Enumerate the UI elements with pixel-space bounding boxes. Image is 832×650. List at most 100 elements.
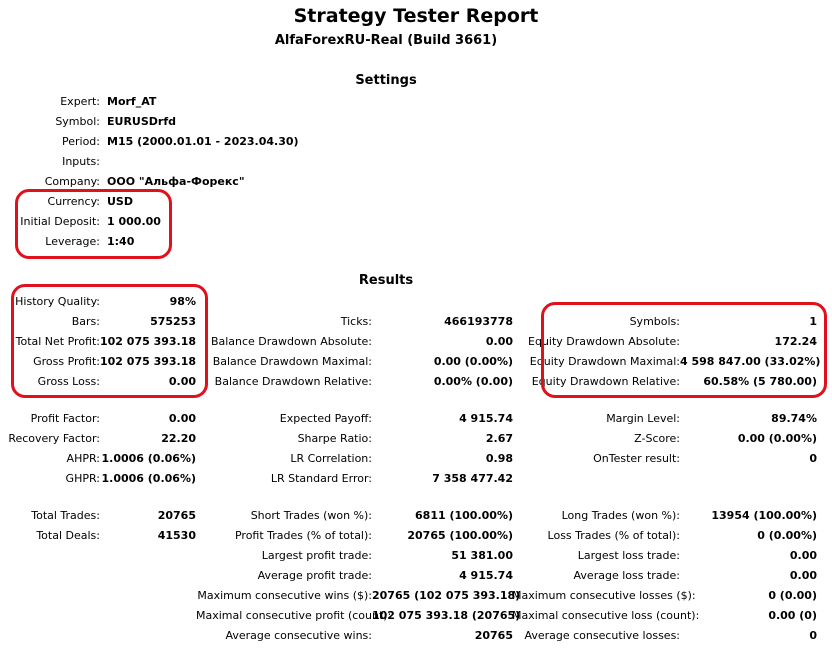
result-value: 0.00 (0.00%) bbox=[737, 432, 817, 445]
result-value: 0.98 bbox=[485, 452, 513, 465]
result-value: 102 075 393.18 bbox=[100, 355, 197, 368]
settings-value: USD bbox=[107, 195, 133, 208]
report-subtitle: AlfaForexRU-Real (Build 3661) bbox=[274, 33, 498, 48]
settings-label: Leverage: bbox=[45, 235, 100, 248]
result-label: AHPR: bbox=[66, 452, 100, 465]
result-label: Maximal consecutive profit (count): bbox=[196, 609, 392, 622]
settings-label: Currency: bbox=[47, 195, 100, 208]
result-value: 1.0006 (0.06%) bbox=[101, 452, 197, 465]
result-label: Balance Drawdown Absolute: bbox=[210, 335, 372, 348]
result-value: 1 bbox=[809, 315, 817, 328]
result-value: 0.00 (0) bbox=[768, 609, 817, 622]
result-value: 0.00 bbox=[789, 569, 817, 582]
result-label: Gross Profit: bbox=[33, 355, 100, 368]
result-label: Total Trades: bbox=[31, 509, 100, 522]
settings-value: ООО "Альфа-Форекс" bbox=[107, 175, 245, 188]
result-label: Equity Drawdown Absolute: bbox=[528, 335, 680, 348]
result-label: LR Standard Error: bbox=[270, 472, 372, 485]
result-label: Ticks: bbox=[340, 315, 372, 328]
report-title: Strategy Tester Report bbox=[293, 5, 539, 27]
result-value: 20765 bbox=[474, 629, 513, 642]
result-value: 13954 (100.00%) bbox=[711, 509, 817, 522]
settings-label: Period: bbox=[61, 135, 100, 148]
result-label: Gross Loss: bbox=[37, 375, 100, 388]
result-label: Maximum consecutive wins ($): bbox=[197, 589, 372, 602]
result-value: 20765 (102 075 393.18) bbox=[372, 589, 521, 602]
highlight-ring-results-left bbox=[11, 284, 208, 398]
result-label: Total Net Profit: bbox=[15, 335, 100, 348]
result-label: Profit Factor: bbox=[30, 412, 100, 425]
result-value: 20765 (100.00%) bbox=[407, 529, 513, 542]
result-label: Equity Drawdown Maximal: bbox=[529, 355, 680, 368]
result-label: Z-Score: bbox=[634, 432, 680, 445]
settings-label: Symbol: bbox=[55, 115, 100, 128]
result-label: Maximum consecutive losses ($): bbox=[512, 589, 696, 602]
result-value: 102 075 393.18 bbox=[100, 335, 197, 348]
settings-label: Company: bbox=[44, 175, 100, 188]
result-label: Short Trades (won %): bbox=[250, 509, 372, 522]
result-label: Largest loss trade: bbox=[577, 549, 680, 562]
result-value: 0 bbox=[809, 452, 817, 465]
settings-label: Initial Deposit: bbox=[20, 215, 100, 228]
result-value: 6811 (100.00%) bbox=[415, 509, 513, 522]
result-value: 89.74% bbox=[771, 412, 817, 425]
result-label: Equity Drawdown Relative: bbox=[531, 375, 680, 388]
result-label: Long Trades (won %): bbox=[561, 509, 680, 522]
result-label: Average consecutive wins: bbox=[225, 629, 372, 642]
result-value: 0.00 (0.00%) bbox=[433, 355, 513, 368]
result-label: GHPR: bbox=[65, 472, 100, 485]
result-value: 575253 bbox=[150, 315, 196, 328]
result-value: 466193778 bbox=[444, 315, 513, 328]
settings-label: Inputs: bbox=[62, 155, 100, 168]
settings-value: 1 000.00 bbox=[107, 215, 161, 228]
settings-value: 1:40 bbox=[107, 235, 135, 248]
result-value: 4 915.74 bbox=[459, 569, 513, 582]
result-value: 20765 bbox=[157, 509, 196, 522]
result-value: 22.20 bbox=[161, 432, 196, 445]
result-value: 0.00 bbox=[485, 335, 513, 348]
settings-value: Morf_AT bbox=[107, 95, 157, 108]
result-value: 4 598 847.00 (33.02%) bbox=[680, 355, 821, 368]
result-value: 98% bbox=[169, 295, 196, 308]
result-label: Loss Trades (% of total): bbox=[547, 529, 680, 542]
result-label: Expected Payoff: bbox=[279, 412, 372, 425]
result-label: Average profit trade: bbox=[257, 569, 372, 582]
result-label: Total Deals: bbox=[36, 529, 100, 542]
result-value: 4 915.74 bbox=[459, 412, 513, 425]
result-value: 0.00 bbox=[789, 549, 817, 562]
settings-label: Expert: bbox=[60, 95, 100, 108]
result-label: Profit Trades (% of total): bbox=[234, 529, 372, 542]
result-value: 0.00 bbox=[168, 412, 196, 425]
result-label: OnTester result: bbox=[593, 452, 680, 465]
result-label: Maximal consecutive loss (count): bbox=[512, 609, 700, 622]
result-value: 0 (0.00%) bbox=[757, 529, 817, 542]
result-value: 0.00 bbox=[168, 375, 196, 388]
settings-heading: Settings bbox=[355, 73, 417, 88]
result-value: 172.24 bbox=[774, 335, 817, 348]
results-heading: Results bbox=[358, 273, 414, 288]
result-value: 0 bbox=[809, 629, 817, 642]
result-value: 2.67 bbox=[485, 432, 513, 445]
result-value: 51 381.00 bbox=[451, 549, 513, 562]
result-label: History Quality: bbox=[15, 295, 100, 308]
settings-value: M15 (2000.01.01 - 2023.04.30) bbox=[107, 135, 299, 148]
result-label: Balance Drawdown Relative: bbox=[214, 375, 372, 388]
result-label: Symbols: bbox=[629, 315, 680, 328]
result-value: 0.00% (0.00) bbox=[433, 375, 513, 388]
result-label: Average loss trade: bbox=[573, 569, 680, 582]
result-label: Balance Drawdown Maximal: bbox=[212, 355, 372, 368]
result-value: 7 358 477.42 bbox=[432, 472, 513, 485]
result-label: Recovery Factor: bbox=[8, 432, 100, 445]
highlight-ring-results-right bbox=[541, 302, 827, 398]
result-label: Bars: bbox=[71, 315, 100, 328]
result-value: 102 075 393.18 (20765) bbox=[372, 609, 521, 622]
result-label: Average consecutive losses: bbox=[524, 629, 680, 642]
result-label: Margin Level: bbox=[606, 412, 680, 425]
result-label: Sharpe Ratio: bbox=[297, 432, 372, 445]
settings-value: EURUSDrfd bbox=[107, 115, 176, 128]
result-value: 0 (0.00) bbox=[768, 589, 817, 602]
highlight-ring-settings bbox=[15, 189, 172, 259]
result-label: LR Correlation: bbox=[290, 452, 372, 465]
result-value: 1.0006 (0.06%) bbox=[101, 472, 197, 485]
result-value: 60.58% (5 780.00) bbox=[703, 375, 817, 388]
